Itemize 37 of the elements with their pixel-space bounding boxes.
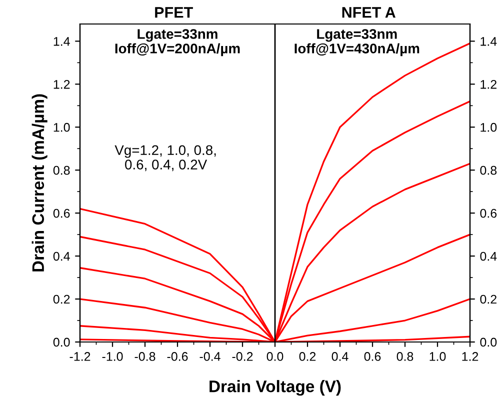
x-tick-label: -0.4 — [200, 352, 220, 361]
x-tick-label: 0.4 — [332, 352, 348, 361]
x-tick-label: 0.6 — [364, 352, 381, 361]
x-tick-label: 0.8 — [396, 352, 414, 361]
y-tick-label: 0.6 — [53, 208, 70, 218]
x-tick-label: -0.2 — [232, 352, 253, 361]
y2-tick-label: 1.4 — [480, 37, 497, 46]
y2-tick-label: 0.4 — [480, 252, 497, 261]
y2-tick-label: 0.8 — [480, 166, 497, 175]
x-tick-label: -0.8 — [134, 352, 156, 361]
y2-tick-label: 1.0 — [480, 122, 497, 132]
annotation: Lgate=33nm Ioff@1V=200nA/µm — [115, 29, 240, 56]
y2-tick-label: 0.0 — [480, 338, 497, 347]
y2-tick-label: 0.2 — [480, 294, 496, 304]
annotation: Lgate=33nm Ioff@1V=430nA/µm — [294, 29, 420, 56]
x-tick-label: -1.0 — [102, 352, 123, 361]
x-axis-title: Drain Voltage (V) — [210, 380, 341, 396]
y-tick-label: 1.4 — [54, 37, 70, 46]
text: NFET A — [342, 7, 396, 18]
y-tick-label: 0.8 — [53, 166, 70, 175]
x-tick-label: 1.0 — [430, 352, 446, 361]
x-tick-label: 0.0 — [266, 352, 284, 361]
y-tick-label: 0.0 — [53, 338, 70, 347]
x-tick-label: 0.2 — [299, 352, 316, 361]
y-axis-title: Drain Current (mA/µm) — [32, 94, 48, 272]
annotation: Vg=1.2, 1.0, 0.8, 0.6, 0.4, 0.2V — [114, 145, 216, 172]
x-tick-label: 1.2 — [462, 352, 478, 361]
x-tick-label: -0.6 — [167, 352, 188, 361]
text: PFET — [155, 7, 193, 18]
y-tick-label: 1.0 — [54, 122, 70, 132]
y-tick-label: 1.2 — [54, 80, 70, 89]
y-tick-label: 0.4 — [53, 252, 70, 261]
x-tick-label: -1.2 — [70, 352, 90, 361]
line-series — [80, 42, 470, 342]
y2-tick-label: 1.2 — [480, 80, 496, 89]
y-tick-label: 0.2 — [53, 294, 70, 304]
y2-tick-label: 0.6 — [480, 208, 497, 218]
